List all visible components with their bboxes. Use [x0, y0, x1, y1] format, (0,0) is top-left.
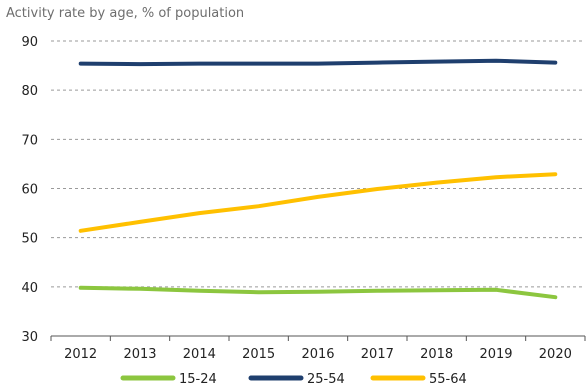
legend-label: 55-64 [429, 372, 467, 387]
y-tick-label: 70 [21, 133, 38, 148]
x-tick-label: 2020 [539, 347, 572, 362]
x-tick-label: 2015 [242, 347, 275, 362]
x-tick-label: 2014 [183, 347, 216, 362]
chart-title: Activity rate by age, % of population [6, 6, 244, 21]
y-tick-label: 60 [21, 183, 38, 198]
series-line-15-24 [78, 285, 558, 300]
x-tick-label: 2017 [361, 347, 394, 362]
y-tick-label: 80 [21, 84, 38, 99]
x-tick-label: 2016 [301, 347, 334, 362]
x-tick-label: 2018 [420, 347, 453, 362]
legend-label: 15-24 [179, 372, 217, 387]
legend-label: 25-54 [307, 372, 345, 387]
y-tick-label: 30 [21, 330, 38, 345]
x-tick-label: 2012 [64, 347, 97, 362]
x-tick-label: 2013 [123, 347, 156, 362]
y-tick-label: 90 [21, 35, 38, 50]
x-tick-label: 2019 [479, 347, 512, 362]
series-lines [78, 58, 558, 300]
y-tick-label: 40 [21, 281, 38, 296]
gridlines [51, 40, 585, 288]
y-tick-label: 50 [21, 232, 38, 247]
legend: 15-24 25-54 55-64 [120, 372, 467, 387]
series-line-55-64 [78, 172, 558, 233]
series-line-25-54 [78, 58, 558, 67]
axes: 30 40 50 60 70 80 90 2012 2013 2014 2015 2016 2017 20… [21, 35, 586, 362]
